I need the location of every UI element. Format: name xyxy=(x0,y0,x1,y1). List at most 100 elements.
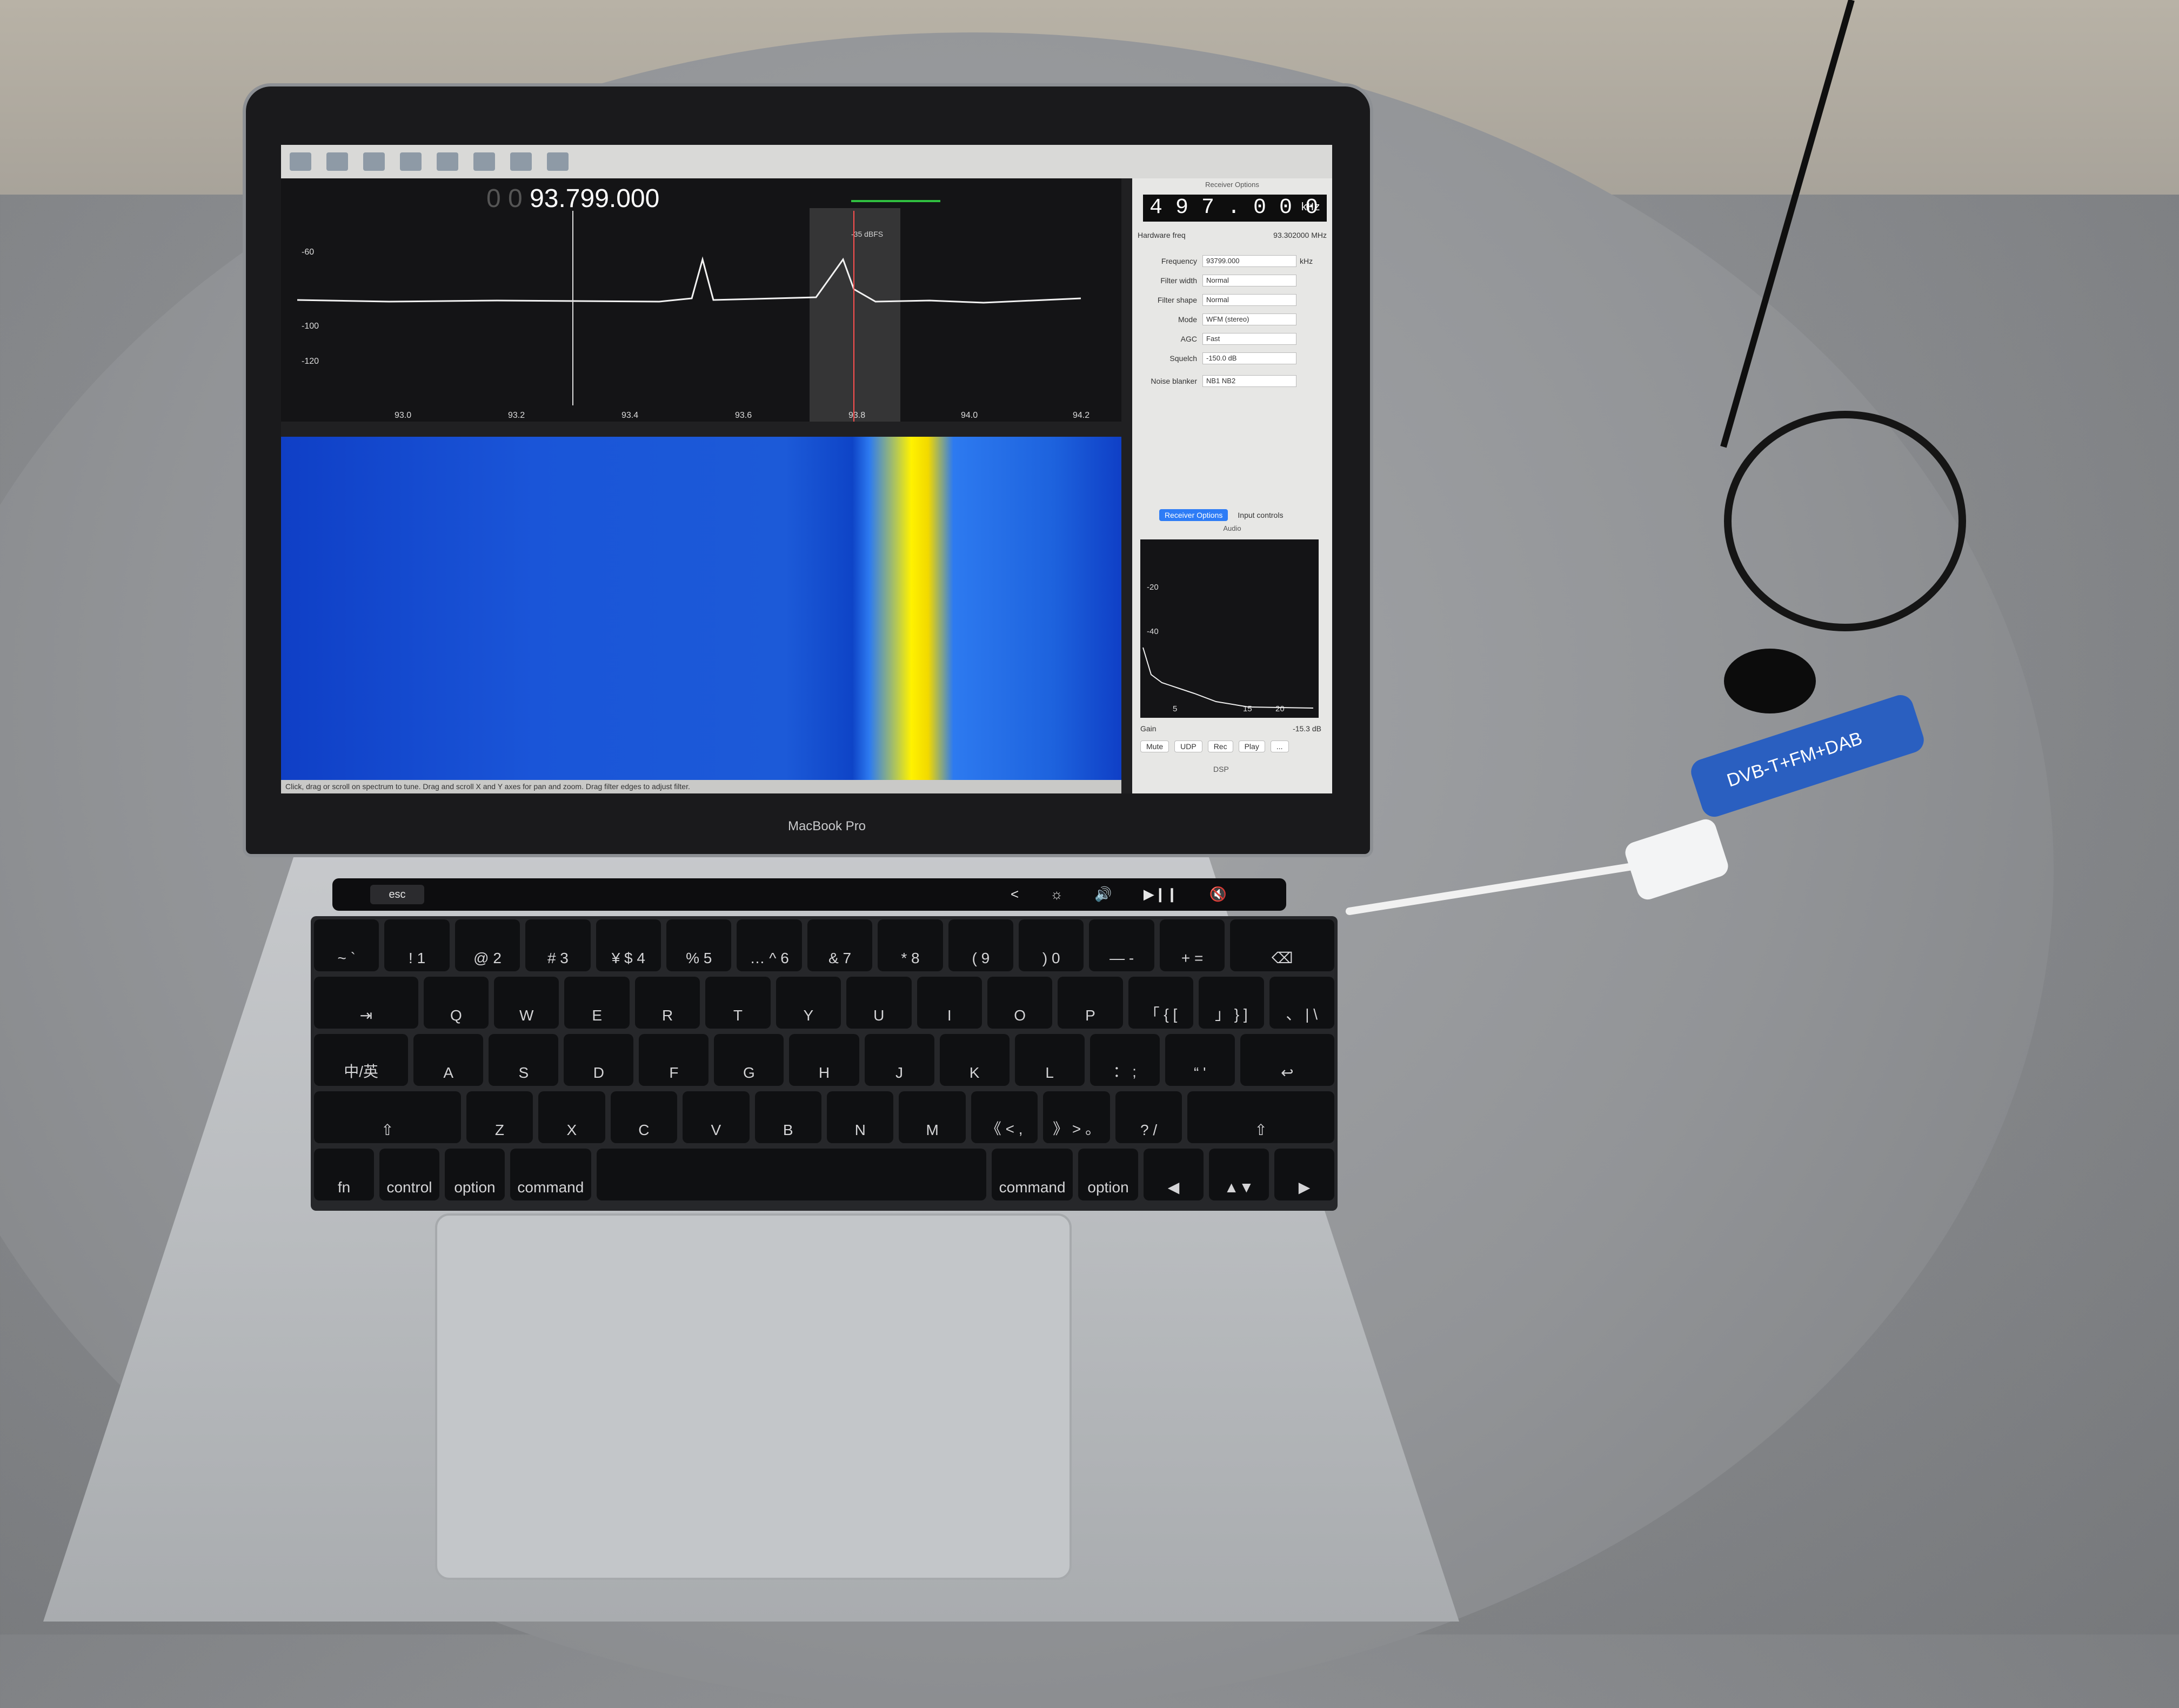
key[interactable]: G xyxy=(714,1034,784,1086)
tab-key[interactable]: ⇥ xyxy=(314,977,418,1029)
key[interactable]: * 8 xyxy=(878,919,943,971)
toolbar-save-icon[interactable] xyxy=(400,152,422,171)
shift-key[interactable]: ⇧ xyxy=(1187,1091,1334,1143)
key[interactable]: @ 2 xyxy=(454,919,520,971)
key[interactable]: ~ ` xyxy=(314,919,379,971)
key[interactable]: F xyxy=(639,1034,709,1086)
toolbar-fullscreen-icon[interactable] xyxy=(547,152,569,171)
offset-lcd[interactable]: 4 9 7 . 0 0 0 kHz xyxy=(1143,195,1327,222)
key[interactable]: “ ' xyxy=(1165,1034,1235,1086)
key[interactable]: K xyxy=(939,1034,1010,1086)
rec-button[interactable]: Rec xyxy=(1207,740,1233,752)
noise-blanker-buttons[interactable]: NB1 NB2 xyxy=(1202,375,1296,387)
key[interactable]: B xyxy=(754,1091,821,1143)
toolbar-remote-icon[interactable] xyxy=(473,152,495,171)
option-key[interactable]: option xyxy=(444,1149,505,1200)
toolbar-start-icon[interactable] xyxy=(290,152,311,171)
key[interactable]: N xyxy=(826,1091,894,1143)
key[interactable]: … ^ 6 xyxy=(737,919,802,971)
key[interactable]: Z xyxy=(466,1091,533,1143)
key[interactable]: 《 < , xyxy=(971,1091,1038,1143)
key[interactable]: ： ; xyxy=(1090,1034,1160,1086)
input-source-key[interactable]: 中/英 xyxy=(314,1034,409,1086)
option-key[interactable]: option xyxy=(1078,1149,1139,1200)
arrow-left-key[interactable]: ◀ xyxy=(1144,1149,1204,1200)
key[interactable]: % 5 xyxy=(666,919,732,971)
toolbar-open-icon[interactable] xyxy=(363,152,385,171)
key[interactable]: W xyxy=(494,977,559,1029)
touchbar-volume-icon[interactable]: 🔊 xyxy=(1094,886,1112,902)
udp-button[interactable]: UDP xyxy=(1174,740,1202,752)
space-bar[interactable] xyxy=(596,1149,987,1200)
fft-spectrum[interactable]: 0 0 93.799.000 -35 dBFS -60 -100 -120 93… xyxy=(281,178,1121,422)
key[interactable]: S xyxy=(489,1034,559,1086)
touchbar-mute-icon[interactable]: 🔇 xyxy=(1209,886,1227,902)
delete-key[interactable]: ⌫ xyxy=(1230,919,1334,971)
tab-input-controls[interactable]: Input controls xyxy=(1238,511,1284,519)
key[interactable]: 「 { [ xyxy=(1128,977,1194,1029)
key[interactable]: Y xyxy=(776,977,841,1029)
shift-key[interactable]: ⇧ xyxy=(314,1091,461,1143)
fn-key[interactable]: fn xyxy=(314,1149,374,1200)
arrow-up-down-keys[interactable]: ▲▼ xyxy=(1209,1149,1269,1200)
receiver-options-panel: Receiver Options 4 9 7 . 0 0 0 kHz Hardw… xyxy=(1132,178,1332,793)
toolbar-device-icon[interactable] xyxy=(326,152,348,171)
mode-select[interactable]: WFM (stereo) xyxy=(1202,313,1296,325)
key[interactable]: + = xyxy=(1159,919,1225,971)
control-key[interactable]: control xyxy=(379,1149,439,1200)
key[interactable]: & 7 xyxy=(807,919,873,971)
frequency-readout[interactable]: 0 0 93.799.000 xyxy=(486,184,659,214)
filter-width-select[interactable]: Normal xyxy=(1202,275,1296,286)
mute-button[interactable]: Mute xyxy=(1140,740,1169,752)
key[interactable]: D xyxy=(564,1034,634,1086)
more-button[interactable]: ... xyxy=(1270,740,1289,752)
key[interactable]: A xyxy=(413,1034,484,1086)
trackpad[interactable] xyxy=(435,1213,1072,1580)
key[interactable]: ? / xyxy=(1115,1091,1182,1143)
key[interactable]: # 3 xyxy=(525,919,591,971)
tab-receiver-options[interactable]: Receiver Options xyxy=(1159,509,1228,521)
frequency-value: 93.799.000 xyxy=(530,184,660,213)
key[interactable]: — - xyxy=(1089,919,1154,971)
toolbar-settings-icon[interactable] xyxy=(510,152,532,171)
return-key[interactable]: ↩ xyxy=(1240,1034,1334,1086)
key[interactable]: O xyxy=(987,977,1053,1029)
key[interactable]: C xyxy=(610,1091,678,1143)
key[interactable]: 、 | \ xyxy=(1269,977,1334,1029)
key[interactable]: P xyxy=(1058,977,1123,1029)
toolbar-record-icon[interactable] xyxy=(437,152,458,171)
key[interactable]: U xyxy=(846,977,912,1029)
offset-lcd-unit: kHz xyxy=(1300,202,1320,214)
touchbar-brightness-icon[interactable]: ☼ xyxy=(1050,886,1064,902)
key[interactable]: 》 > 。 xyxy=(1043,1091,1110,1143)
waterfall-display[interactable] xyxy=(281,437,1121,793)
key[interactable]: V xyxy=(683,1091,750,1143)
frequency-field[interactable]: 93799.000 xyxy=(1202,255,1296,267)
filter-shape-select[interactable]: Normal xyxy=(1202,294,1296,306)
filter-band[interactable] xyxy=(810,208,900,422)
touchbar-esc-key[interactable]: esc xyxy=(370,885,424,904)
touchbar-playpause-icon[interactable]: ▶︎❙❙ xyxy=(1143,886,1178,902)
key[interactable]: E xyxy=(564,977,630,1029)
command-key[interactable]: command xyxy=(510,1149,591,1200)
key[interactable]: X xyxy=(538,1091,605,1143)
key[interactable]: ( 9 xyxy=(948,919,1014,971)
arrow-right-key[interactable]: ▶ xyxy=(1274,1149,1334,1200)
key[interactable]: H xyxy=(789,1034,859,1086)
key[interactable]: I xyxy=(917,977,982,1029)
key[interactable]: Q xyxy=(423,977,489,1029)
squelch-field[interactable]: -150.0 dB xyxy=(1202,352,1296,364)
key[interactable]: M xyxy=(899,1091,966,1143)
key[interactable]: T xyxy=(705,977,771,1029)
key[interactable]: ¥ $ 4 xyxy=(596,919,661,971)
play-button[interactable]: Play xyxy=(1238,740,1265,752)
key[interactable]: J xyxy=(864,1034,934,1086)
agc-select[interactable]: Fast xyxy=(1202,333,1296,345)
key[interactable]: 」 } ] xyxy=(1199,977,1264,1029)
key[interactable]: L xyxy=(1014,1034,1085,1086)
key[interactable]: ! 1 xyxy=(384,919,450,971)
key[interactable]: R xyxy=(634,977,700,1029)
touchbar-collapse-icon[interactable]: < xyxy=(1011,886,1019,902)
command-key[interactable]: command xyxy=(992,1149,1073,1200)
key[interactable]: ) 0 xyxy=(1019,919,1084,971)
